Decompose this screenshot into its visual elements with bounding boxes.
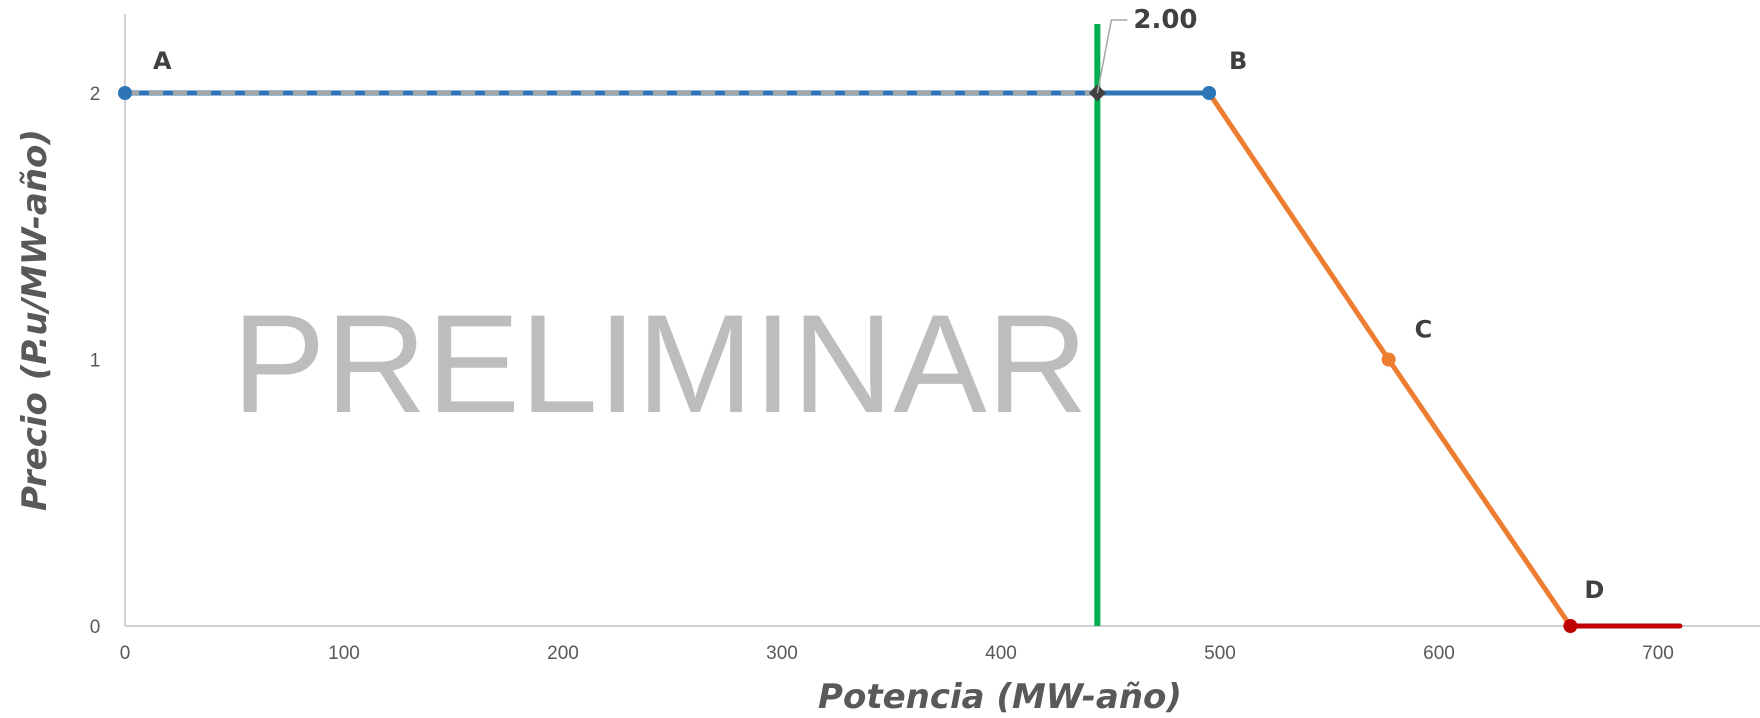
y-tick-label: 2 <box>90 84 101 105</box>
x-tick-label: 0 <box>120 643 131 664</box>
y-tick-label: 0 <box>90 617 101 638</box>
x-tick-label: 700 <box>1642 643 1674 664</box>
point-b-marker <box>1202 86 1217 100</box>
point-b-label: B <box>1229 47 1247 75</box>
x-tick-label: 400 <box>985 643 1017 664</box>
x-tick-label: 600 <box>1423 643 1455 664</box>
point-d-label: D <box>1584 576 1604 604</box>
callout-leader-line <box>1096 19 1128 94</box>
point-c-label: C <box>1415 316 1433 344</box>
point-d-marker <box>1563 619 1578 633</box>
point-a-marker <box>118 86 132 100</box>
watermark-text: PRELIMINAR <box>232 285 1088 442</box>
y-axis-label: Precio (P.u/MW-año) <box>15 129 55 511</box>
x-tick-label: 200 <box>547 643 579 664</box>
y-tick-label: 1 <box>90 351 101 372</box>
x-tick-label: 100 <box>328 643 360 664</box>
axes: 0 100 200 300 400 500 600 700 0 1 2 <box>90 14 1760 664</box>
intersection-callout-label: 2.00 <box>1133 5 1197 35</box>
x-axis-label: Potencia (MW-año) <box>818 677 1182 717</box>
point-c-marker <box>1381 352 1396 367</box>
x-tick-label: 300 <box>766 643 798 664</box>
point-a-label: A <box>153 47 172 75</box>
x-tick-label: 500 <box>1204 643 1236 664</box>
marks-group: A B C D 2.00 <box>118 5 1604 633</box>
